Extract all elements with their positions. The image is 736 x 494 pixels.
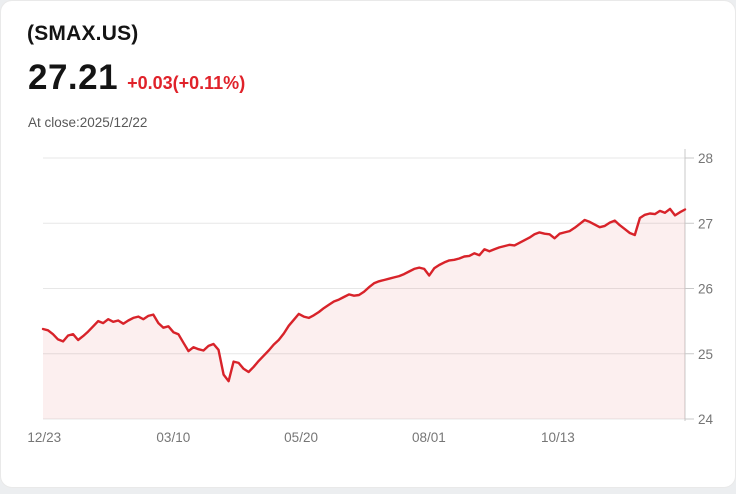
x-axis-label: 08/01: [412, 430, 446, 445]
y-axis-label: 25: [698, 347, 713, 362]
x-axis-label: 10/13: [541, 430, 575, 445]
y-axis-label: 28: [698, 151, 713, 166]
y-axis-label: 26: [698, 282, 713, 297]
as-of-close-label: At close:2025/12/22: [28, 115, 148, 130]
y-axis-label: 27: [698, 216, 713, 231]
x-axis-label: 03/10: [156, 430, 190, 445]
price-change: +0.03(+0.11%): [127, 73, 246, 93]
x-axis-label: 12/23: [27, 430, 61, 445]
price-row: 27.21 +0.03(+0.11%): [28, 60, 245, 96]
price-line: [41, 207, 687, 383]
area-fill: [43, 208, 685, 419]
x-axis-label: 05/20: [284, 430, 318, 445]
y-axis-label: 24: [698, 412, 714, 427]
symbol-title: (SMAX.US): [27, 22, 139, 45]
last-price: 27.21: [28, 58, 119, 97]
